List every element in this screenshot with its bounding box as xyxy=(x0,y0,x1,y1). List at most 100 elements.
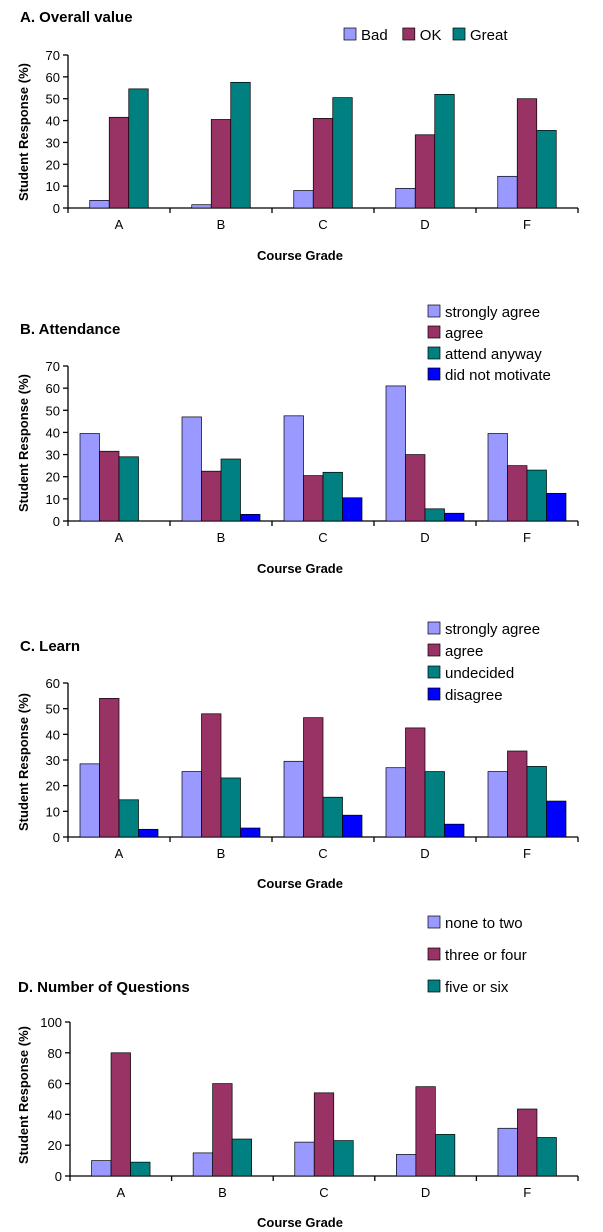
chart-b-y-tick-label: 0 xyxy=(53,514,60,529)
chart-d-y-tick-label: 100 xyxy=(40,1015,62,1030)
chart-b-y-tick-label: 70 xyxy=(46,359,60,374)
chart-b-bar-strongly-agree-c xyxy=(283,415,304,522)
chart-b-bar-strongly-agree-d xyxy=(385,385,406,522)
chart-b-legend-label: agree xyxy=(445,325,483,342)
chart-b-bar-attend-anyway-b xyxy=(220,458,241,522)
chart-a-bar-bad-c xyxy=(293,190,314,209)
chart-d-bar-none-to-two-f xyxy=(497,1127,518,1177)
chart-a-y-tick-label: 50 xyxy=(46,92,60,107)
chart-b-legend-swatch xyxy=(427,346,441,360)
chart-b-ylabel: Student Response (%) xyxy=(16,374,31,512)
chart-b-bar-agree-b xyxy=(201,470,222,522)
chart-d-bar-five-or-six-f xyxy=(536,1137,557,1177)
chart-c-y-tick-label: 30 xyxy=(46,753,60,768)
chart-c-x-tick-label: F xyxy=(523,846,531,861)
chart-c-x-tick-label: C xyxy=(318,846,327,861)
chart-a-bar-bad-f xyxy=(497,175,518,209)
chart-a-bar-great-a xyxy=(128,88,149,209)
chart-d-x-tick-label: A xyxy=(116,1185,125,1200)
chart-c: C. Learn Student Response (%) Course Gra… xyxy=(16,621,579,891)
chart-c-bar-undecided-a xyxy=(118,799,139,838)
chart-c-y-tick-label: 40 xyxy=(46,727,60,742)
chart-a-legend-swatch xyxy=(452,27,466,41)
chart-b-bar-agree-f xyxy=(507,465,528,522)
chart-c-x-tick-label: B xyxy=(217,846,226,861)
chart-a-bar-ok-f xyxy=(516,98,538,209)
chart-d-bar-three-or-four-b xyxy=(212,1083,233,1177)
chart-b-bar-attend-anyway-d xyxy=(424,508,445,522)
chart-c-legend-label: strongly agree xyxy=(445,621,540,638)
chart-b-bar-attend-anyway-c xyxy=(322,471,343,522)
chart-d-ylabel: Student Response (%) xyxy=(16,1026,31,1164)
chart-c-bar-disagree-b xyxy=(240,827,261,838)
chart-a-x-tick-label: D xyxy=(420,217,429,232)
chart-d-bar-five-or-six-b xyxy=(231,1138,252,1177)
chart-a-xlabel: Course Grade xyxy=(257,248,343,263)
chart-d-xlabel: Course Grade xyxy=(257,1215,343,1230)
chart-d: D. Number of Questions Student Response … xyxy=(16,915,579,1230)
chart-b-y-tick-label: 40 xyxy=(46,425,60,440)
chart-a-bar-great-b xyxy=(230,81,251,209)
chart-b-bar-strongly-agree-b xyxy=(181,416,202,522)
chart-a-y-tick-label: 20 xyxy=(46,157,60,172)
chart-d-y-tick-label: 20 xyxy=(48,1138,62,1153)
chart-d-legend-swatch xyxy=(427,947,441,961)
chart-c-legend-label: agree xyxy=(445,643,483,660)
chart-b-bar-attend-anyway-f xyxy=(526,469,547,522)
chart-b-bar-attend-anyway-a xyxy=(118,456,139,522)
chart-c-bar-disagree-a xyxy=(138,828,159,838)
chart-a-x-tick-label: F xyxy=(523,217,531,232)
chart-d-legend-swatch xyxy=(427,979,441,993)
chart-b-legend-swatch xyxy=(427,367,441,381)
chart-d-y-tick-label: 80 xyxy=(48,1046,62,1061)
chart-b-legend-label: strongly agree xyxy=(445,304,540,321)
chart-d-x-tick-label: C xyxy=(319,1185,328,1200)
chart-b-legend-swatch xyxy=(427,304,441,318)
chart-b-x-tick-label: B xyxy=(217,530,226,545)
chart-c-bar-disagree-f xyxy=(546,800,567,838)
chart-d-bar-three-or-four-d xyxy=(415,1086,436,1177)
chart-b-bar-did-not-motivate-f xyxy=(546,492,567,522)
chart-c-xlabel: Course Grade xyxy=(257,876,343,891)
chart-d-y-tick-label: 0 xyxy=(55,1169,62,1184)
chart-a-y-tick-label: 10 xyxy=(46,179,60,194)
chart-c-bar-agree-a xyxy=(99,698,120,838)
chart-a-title: A. Overall value xyxy=(20,9,133,26)
chart-c-ylabel: Student Response (%) xyxy=(16,693,31,831)
chart-c-legend-label: undecided xyxy=(445,665,514,682)
chart-b-bar-agree-a xyxy=(99,450,120,522)
chart-b-bar-did-not-motivate-c xyxy=(342,497,363,522)
chart-d-y-tick-label: 40 xyxy=(48,1107,62,1122)
chart-b-bar-strongly-agree-f xyxy=(487,433,508,522)
chart-a-bar-bad-a xyxy=(89,200,110,209)
chart-a-bar-bad-b xyxy=(191,204,212,209)
chart-c-legend-label: disagree xyxy=(445,687,503,704)
chart-c-bar-strongly-agree-f xyxy=(487,771,508,838)
chart-b: B. Attendance Student Response (%) Cours… xyxy=(16,304,579,576)
chart-b-bar-strongly-agree-a xyxy=(79,433,100,522)
chart-c-title: C. Learn xyxy=(20,638,80,655)
chart-b-x-tick-label: A xyxy=(115,530,124,545)
chart-d-bar-none-to-two-b xyxy=(192,1152,213,1177)
chart-c-legend-swatch xyxy=(427,621,441,635)
chart-c-bar-agree-b xyxy=(201,713,222,838)
chart-c-legend-swatch xyxy=(427,665,441,679)
chart-a-legend-swatch xyxy=(343,27,357,41)
chart-d-y-tick-label: 60 xyxy=(48,1077,62,1092)
chart-b-y-tick-label: 50 xyxy=(46,403,60,418)
chart-a-y-tick-label: 40 xyxy=(46,114,60,129)
chart-d-legend-label: none to two xyxy=(445,915,523,932)
chart-a-y-tick-label: 0 xyxy=(53,201,60,216)
chart-d-bar-five-or-six-d xyxy=(435,1134,456,1177)
chart-d-bar-none-to-two-d xyxy=(396,1154,417,1177)
chart-a-legend-swatch xyxy=(402,27,416,41)
chart-c-bar-agree-d xyxy=(405,727,426,838)
chart-b-xlabel: Course Grade xyxy=(257,561,343,576)
chart-a-bar-great-c xyxy=(332,97,353,209)
chart-c-bar-strongly-agree-a xyxy=(79,763,100,838)
chart-c-bar-undecided-c xyxy=(322,796,343,838)
chart-b-y-tick-label: 60 xyxy=(46,381,60,396)
chart-d-bar-three-or-four-a xyxy=(110,1052,131,1177)
chart-d-bar-five-or-six-c xyxy=(333,1140,354,1177)
chart-a-legend-label: Bad xyxy=(361,27,388,44)
